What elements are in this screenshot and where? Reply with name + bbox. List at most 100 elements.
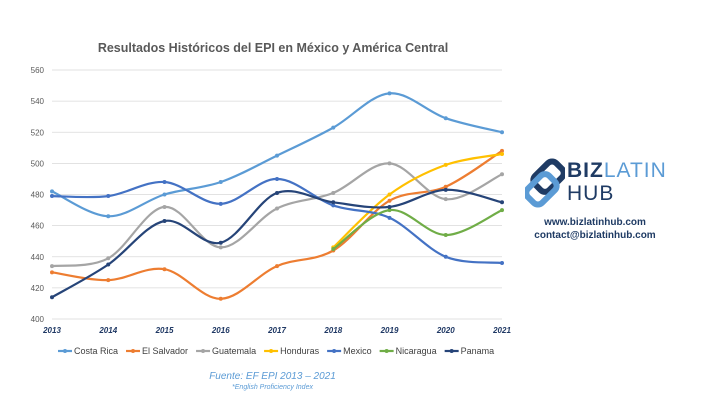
y-tick-label: 480 — [31, 191, 45, 200]
legend-item-honduras: Honduras — [264, 346, 320, 356]
legend-label: Costa Rica — [74, 346, 118, 356]
legend-label: Nicaragua — [396, 346, 437, 356]
point-el-salvador — [162, 267, 167, 272]
point-panama — [106, 262, 111, 267]
line-panama — [51, 188, 503, 299]
point-costa-rica — [162, 192, 167, 197]
point-guatemala — [331, 190, 336, 195]
point-guatemala — [50, 264, 54, 269]
x-tick-label: 2015 — [155, 326, 174, 335]
point-guatemala — [387, 161, 392, 166]
legend-marker — [269, 349, 274, 353]
point-nicaragua — [500, 208, 504, 213]
chart-title: Resultados Históricos del EPI en México … — [98, 41, 448, 55]
x-tick-label: 2014 — [98, 326, 117, 335]
legend-item-panama: Panama — [444, 346, 495, 356]
point-el-salvador — [50, 270, 54, 275]
legend-label: Guatemala — [212, 346, 256, 356]
brand-biz: BIZ — [567, 159, 604, 182]
point-costa-rica — [106, 214, 111, 219]
series-panama — [50, 187, 504, 300]
legend-marker — [131, 349, 136, 353]
series-lines — [50, 91, 504, 301]
point-costa-rica — [443, 116, 448, 121]
point-costa-rica — [50, 189, 54, 194]
point-panama — [50, 295, 54, 300]
y-tick-label: 500 — [31, 159, 45, 168]
legend-item-guatemala: Guatemala — [196, 346, 256, 356]
y-tick-label: 540 — [31, 97, 45, 106]
point-honduras — [387, 192, 392, 197]
point-mexico — [106, 194, 111, 199]
legend-label: Mexico — [343, 346, 372, 356]
bizlatinhub-logo: BIZLATIN HUB — [525, 155, 675, 215]
point-costa-rica — [275, 153, 279, 158]
y-tick-label: 440 — [31, 253, 45, 262]
brand-wordmark: BIZLATIN HUB — [567, 159, 667, 205]
point-guatemala — [106, 256, 111, 261]
website-link[interactable]: www.bizlatinhub.com — [544, 217, 646, 228]
point-nicaragua — [387, 208, 392, 213]
x-tick-label: 2021 — [492, 326, 511, 335]
brand-hub: HUB — [567, 182, 615, 205]
point-guatemala — [500, 172, 504, 177]
x-axis-ticks: 2013 2014 2015 2016 2017 2018 2019 2020 2021 — [42, 326, 511, 335]
line-honduras — [332, 152, 503, 249]
point-nicaragua — [443, 232, 448, 237]
x-tick-label: 2013 — [42, 326, 61, 335]
legend-marker — [384, 349, 389, 353]
point-mexico — [387, 215, 392, 220]
point-panama — [275, 190, 279, 195]
point-honduras — [500, 152, 504, 157]
point-panama — [443, 187, 448, 192]
point-mexico — [162, 180, 167, 185]
point-el-salvador — [387, 198, 392, 203]
point-panama — [387, 204, 392, 209]
point-guatemala — [275, 206, 279, 211]
point-mexico — [331, 203, 336, 208]
point-el-salvador — [500, 148, 504, 153]
series-nicaragua — [331, 208, 504, 251]
line-nicaragua — [332, 208, 503, 250]
legend-label: Panama — [461, 346, 495, 356]
point-guatemala — [218, 245, 223, 250]
chain-link-icon — [525, 158, 565, 208]
x-tick-label: 2020 — [436, 326, 455, 335]
y-tick-label: 400 — [31, 315, 45, 324]
point-el-salvador — [218, 296, 223, 301]
point-costa-rica — [387, 91, 392, 96]
point-mexico — [443, 254, 448, 259]
point-guatemala — [162, 204, 167, 209]
point-el-salvador — [275, 264, 279, 269]
point-el-salvador — [443, 184, 448, 189]
y-tick-label: 520 — [31, 128, 45, 137]
y-tick-label: 460 — [31, 222, 45, 231]
legend-marker — [332, 349, 337, 353]
x-tick-label: 2016 — [211, 326, 230, 335]
point-panama — [500, 200, 504, 205]
legend-marker — [201, 349, 206, 353]
legend-label: El Salvador — [142, 346, 188, 356]
y-tick-label: 560 — [31, 66, 45, 75]
series-guatemala — [50, 161, 504, 269]
point-nicaragua — [331, 246, 336, 251]
y-tick-label: 420 — [31, 284, 45, 293]
point-mexico — [500, 260, 504, 265]
series-costa-rica — [50, 91, 504, 219]
legend-label: Honduras — [280, 346, 320, 356]
legend-marker — [63, 349, 67, 353]
x-tick-label: 2019 — [380, 326, 399, 335]
point-guatemala — [443, 197, 448, 202]
point-mexico — [275, 176, 279, 181]
legend-item-nicaragua: Nicaragua — [379, 346, 437, 356]
y-axis-ticks: 400 420 440 460 480 500 520 540 560 — [31, 66, 45, 324]
point-costa-rica — [218, 180, 223, 185]
legend-item-costa-rica: Costa Rica — [58, 346, 118, 356]
brand-latin: LATIN — [603, 159, 667, 182]
email-link[interactable]: contact@bizlatinhub.com — [534, 230, 656, 241]
legend-marker — [449, 349, 454, 353]
point-honduras — [443, 162, 448, 167]
point-costa-rica — [500, 130, 504, 135]
point-costa-rica — [331, 125, 336, 130]
